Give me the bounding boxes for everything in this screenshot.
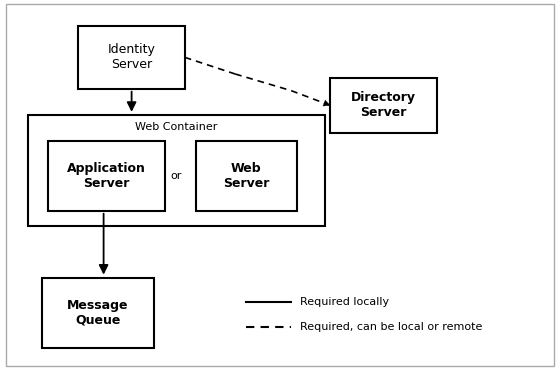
Bar xyxy=(42,278,154,348)
Text: Web
Server: Web Server xyxy=(223,162,269,190)
Text: Directory
Server: Directory Server xyxy=(351,91,416,120)
Bar xyxy=(196,141,297,211)
Text: Message
Queue: Message Queue xyxy=(67,299,129,327)
Text: Required, can be local or remote: Required, can be local or remote xyxy=(300,322,482,333)
Bar xyxy=(78,26,185,89)
Text: Web Container: Web Container xyxy=(135,122,218,132)
Text: Application
Server: Application Server xyxy=(67,162,146,190)
Bar xyxy=(48,141,165,211)
Bar xyxy=(28,115,325,226)
Text: Identity
Server: Identity Server xyxy=(108,43,156,71)
Text: Required locally: Required locally xyxy=(300,296,389,307)
Bar xyxy=(330,78,437,133)
Text: or: or xyxy=(171,171,182,181)
